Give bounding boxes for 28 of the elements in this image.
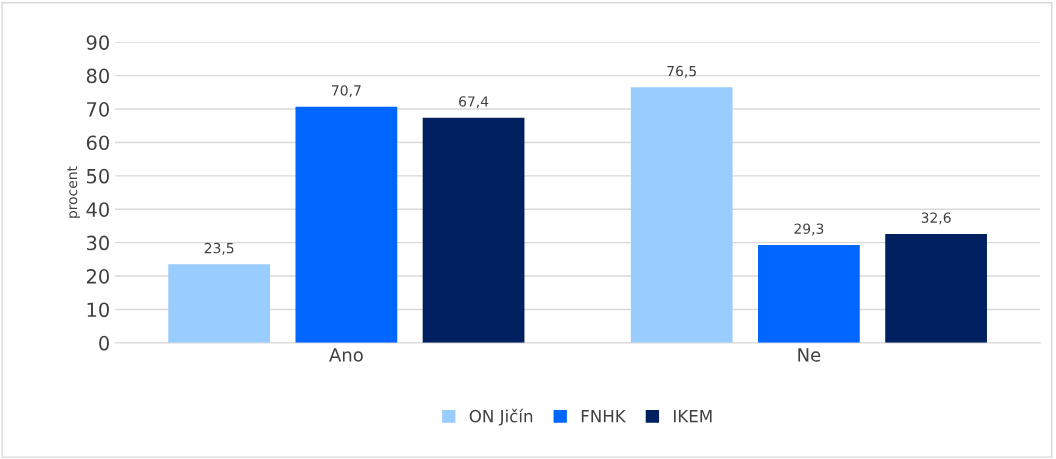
legend-label: FNHK [581,410,627,423]
data-label: 23,5 [204,242,234,255]
data-label: 29,3 [794,223,824,236]
bar [630,87,733,343]
y-tick-label: 70 [87,101,109,117]
legend-label: ON Jičín [469,408,533,426]
y-tick-label: 60 [86,135,109,151]
y-tick-label: 30 [86,235,109,251]
y-tick-label: 0 [99,335,109,351]
bar [295,106,398,343]
y-axis-title: procent [67,166,80,218]
y-tick-label: 40 [86,202,109,217]
y-tick-label: 80 [86,68,109,84]
data-label: 70,7 [332,85,361,98]
y-tick-label: 50 [87,168,109,184]
data-label: 32,6 [921,212,951,225]
bar [885,233,987,343]
legend-label: IKEM [674,410,712,423]
bar [758,245,860,343]
data-label: 76,5 [667,65,696,78]
y-tick-label: 20 [86,269,109,284]
data-label: 67,4 [459,96,489,109]
x-tick-label: Ne [798,348,821,362]
bar [168,264,271,343]
y-tick-label: 90 [86,35,109,50]
bar [422,117,525,343]
y-tick-label: 10 [87,302,109,318]
x-tick-label: Ano [329,348,363,362]
